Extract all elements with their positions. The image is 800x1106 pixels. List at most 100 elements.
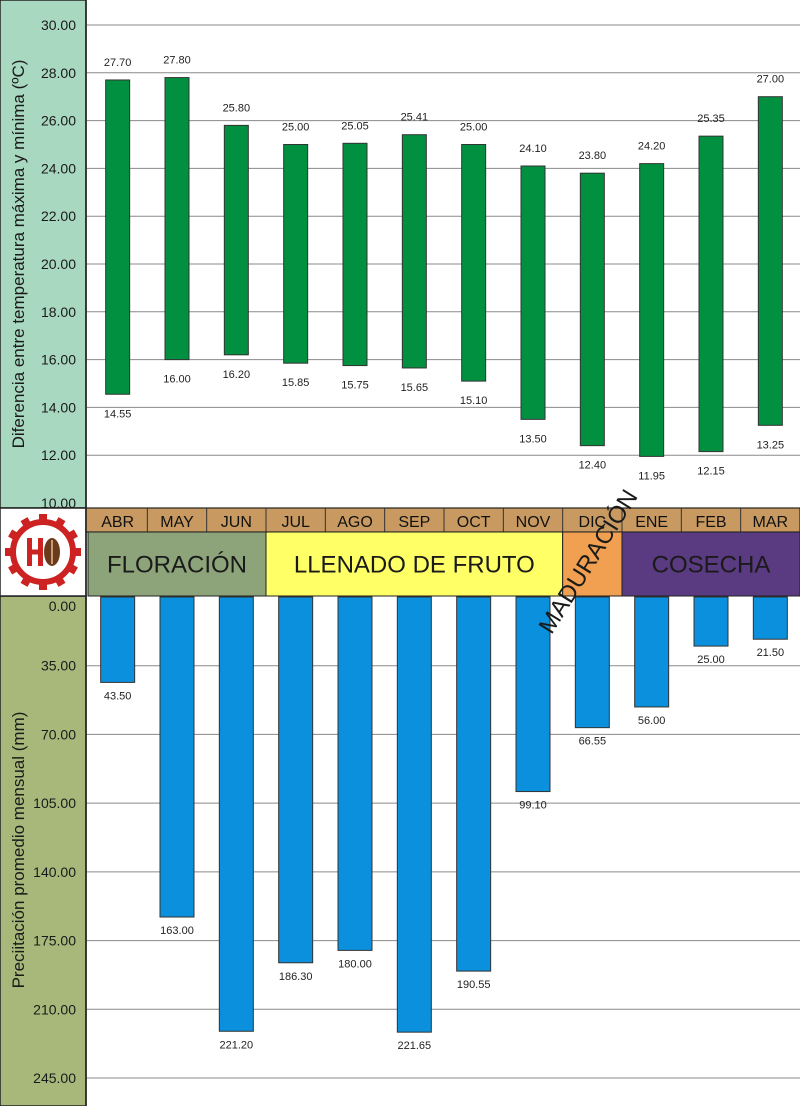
precip-bar-mar: [752, 596, 788, 640]
precipitation-gridlines: [86, 665, 800, 1079]
phase-llenado-de-fruto: [265, 531, 564, 597]
phase-maduraci-n: [562, 531, 623, 597]
y-tick-label: 10.00: [41, 495, 76, 511]
temp-range-bar-ago: [342, 142, 368, 367]
precip-value-label: 66.55: [579, 736, 607, 748]
temp-range-bar-nov: [520, 165, 546, 420]
temp-range-bar-sep: [401, 134, 427, 369]
temp-min-label: 14.55: [104, 408, 132, 420]
temp-range-bar-oct: [461, 144, 487, 382]
temp-range-bar-ene: [639, 163, 665, 457]
month-label-may: MAY: [160, 514, 194, 531]
precip-value-label: 180.00: [338, 958, 372, 970]
precip-value-label: 25.00: [697, 654, 725, 666]
temp-range-bar-jun: [223, 124, 249, 356]
y-tick-label: 210.00: [33, 1001, 76, 1017]
temp-range-bar-feb: [698, 135, 724, 453]
temp-range-bar-jul: [283, 144, 309, 364]
precip-bar-jul: [278, 596, 314, 964]
temp-max-label: 27.00: [757, 74, 785, 86]
temp-range-bar-mar: [757, 96, 783, 426]
y-tick-label: 12.00: [41, 447, 76, 463]
temp-max-label: 27.70: [104, 57, 132, 69]
temperature-gridlines: [86, 24, 800, 456]
temp-min-label: 15.65: [401, 382, 429, 394]
precip-value-label: 56.00: [638, 715, 666, 727]
phase-cosecha: [621, 531, 800, 597]
y-tick-label: 70.00: [41, 726, 76, 742]
temp-range-bar-abr: [105, 79, 131, 395]
y-tick-label: 140.00: [33, 864, 76, 880]
precip-bar-ago: [337, 596, 373, 951]
y-tick-label: 245.00: [33, 1070, 76, 1086]
precipitation-axis-title: Preciitación promedio mensual (mm): [9, 712, 28, 989]
y-tick-label: 22.00: [41, 208, 76, 224]
precipitation-tick-labels: 0.00 35.00 70.00 105.00 140.00 175.00 210.00 24…: [33, 598, 76, 1086]
phase-label: LLENADO DE FRUTO: [294, 551, 535, 578]
month-label-mar: MAR: [753, 514, 789, 531]
temp-max-label: 25.05: [341, 120, 369, 132]
temp-range-bar-may: [164, 77, 190, 361]
y-tick-label: 105.00: [33, 795, 76, 811]
month-label-dic: DIC: [579, 514, 607, 531]
month-label-nov: NOV: [516, 514, 551, 531]
temp-min-label: 16.20: [223, 369, 251, 381]
temp-min-label: 12.40: [579, 460, 607, 472]
month-label-jun: JUN: [221, 514, 252, 531]
precipitation-axis-panel: [0, 595, 87, 1106]
y-tick-label: 175.00: [33, 933, 76, 949]
temp-max-label: 24.20: [638, 141, 666, 153]
temp-min-label: 15.75: [341, 380, 369, 392]
temp-max-label: 23.80: [579, 150, 607, 162]
precip-value-label: 186.30: [279, 971, 313, 983]
precip-bar-dic: [574, 596, 610, 729]
y-tick-label: 35.00: [41, 658, 76, 674]
month-label-oct: OCT: [457, 514, 491, 531]
precip-value-label: 99.10: [519, 800, 547, 812]
precip-value-label: 190.55: [457, 979, 491, 991]
precip-value-label: 221.20: [220, 1039, 254, 1051]
month-band: ABR MAY JUN JUL AGO SEP OCT NOV DIC ENE FEB MAR: [85, 507, 800, 533]
y-tick-label: 0.00: [49, 598, 76, 614]
y-tick-label: 26.00: [41, 113, 76, 129]
temp-min-label: 11.95: [638, 470, 665, 482]
temp-max-label: 25.00: [282, 122, 310, 134]
precip-bar-abr: [100, 596, 136, 683]
precip-value-label: 43.50: [104, 690, 132, 702]
temp-min-label: 15.85: [282, 377, 310, 389]
temp-min-label: 13.50: [519, 433, 547, 445]
month-label-abr: ABR: [101, 514, 134, 531]
precip-value-label: 221.65: [398, 1040, 432, 1052]
month-label-sep: SEP: [398, 514, 430, 531]
temp-min-label: 12.15: [697, 466, 725, 478]
temperature-axis-panel: [0, 0, 87, 509]
temp-max-label: 25.41: [401, 112, 429, 124]
temperature-tick-labels: 10.00 12.00 14.00 16.00 18.00 20.00 22.00 24.00…: [41, 17, 76, 511]
month-label-jul: JUL: [281, 514, 310, 531]
temperature-range-bars: 27.70 14.55 27.80 16.00 25.80 16.20 25.00 15.85…: [104, 55, 784, 483]
y-tick-label: 28.00: [41, 65, 76, 81]
gear-logo-icon: [5, 514, 81, 590]
month-label-feb: FEB: [695, 514, 726, 531]
precip-bar-jun: [218, 596, 254, 1032]
temp-max-label: 25.35: [697, 113, 725, 125]
logo-mark: [27, 549, 41, 555]
y-tick-label: 24.00: [41, 160, 76, 176]
temp-max-label: 25.00: [460, 122, 488, 134]
phase-label: COSECHA: [652, 551, 771, 578]
precip-bar-ene: [634, 596, 670, 708]
temp-max-label: 27.80: [163, 55, 191, 67]
precip-value-label: 163.00: [160, 925, 194, 937]
phase-label: FLORACIÓN: [107, 551, 247, 578]
temp-max-label: 24.10: [519, 143, 547, 155]
gear-ring: [10, 519, 76, 585]
temp-min-label: 15.10: [460, 395, 488, 407]
y-tick-label: 14.00: [41, 399, 76, 415]
precip-bar-sep: [396, 596, 432, 1033]
y-tick-label: 20.00: [41, 256, 76, 272]
precip-value-label: 21.50: [757, 647, 785, 659]
temp-min-label: 13.25: [757, 439, 785, 451]
month-label-ago: AGO: [337, 514, 373, 531]
temp-max-label: 25.80: [223, 102, 251, 114]
